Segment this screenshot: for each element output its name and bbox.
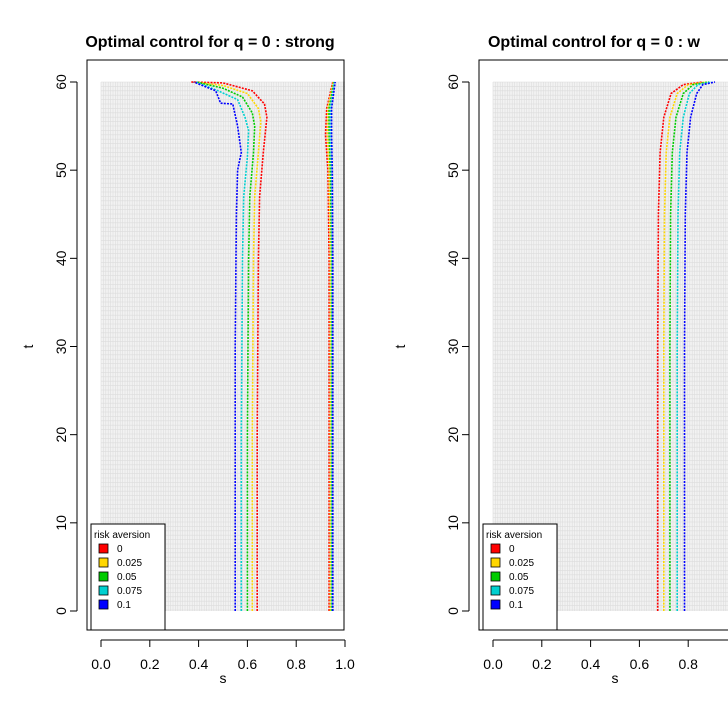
legend-swatch [98,543,109,554]
legend-title: risk aversion [94,530,150,541]
legend-label: 0 [509,544,515,555]
legend-swatch [98,599,109,610]
y-axis-label: t [20,344,36,348]
chart-title: Optimal control for q = 0 : w [488,34,701,51]
legend-label: 0.025 [509,558,534,569]
series-0.05 [196,81,335,611]
legend-box [90,523,166,631]
legend-swatch [490,585,501,596]
y-tick-label: 30 [445,339,461,355]
series-line-right-boundary [324,81,334,611]
x-tick-label: 1.0 [335,656,355,672]
legend-label: 0 [117,544,123,555]
series-line-right-boundary [330,81,336,611]
y-tick-label: 10 [53,515,69,531]
legend-swatch [98,571,109,582]
chart-title: Optimal control for q = 0 : strong [85,34,334,51]
x-tick-label: 0.8 [678,656,698,672]
series-0.05 [669,81,710,611]
x-tick-label: 0.8 [286,656,306,672]
y-tick-label: 20 [445,427,461,443]
series-0 [191,81,334,611]
legend-label: 0.075 [117,586,142,597]
legend-title: risk aversion [486,530,542,541]
grid-lines [492,81,728,611]
x-tick-label: 0.0 [483,656,503,672]
y-tick-label: 50 [53,162,69,178]
legend-label: 0.075 [509,586,534,597]
x-tick-label: 0.0 [91,656,111,672]
legend-swatch [98,557,109,568]
legend-swatch [490,571,501,582]
plot-frame [86,59,345,631]
x-tick-label: 0.6 [630,656,650,672]
y-tick-label: 50 [445,162,461,178]
legend-label: 0.025 [117,558,142,569]
legend: risk aversion 0 0.025 0.05 0.075 0.1 [90,523,166,631]
y-tick-label: 60 [445,74,461,90]
y-tick-label: 0 [53,607,69,615]
series-line-left-boundary [683,81,716,611]
legend-label: 0.05 [117,572,137,583]
y-tick-label: 40 [445,250,461,266]
chart-panel-2: Optimal control for q = 0 : w 0.0 0.2 0.4 0.… [392,34,728,686]
plot-frame [478,59,728,631]
series-line-right-boundary [326,81,335,611]
x-tick-label: 0.2 [140,656,160,672]
series-line-right-boundary [329,81,336,611]
series-0.025 [193,81,335,611]
y-tick-label: 0 [445,607,461,615]
series-line-left-boundary [656,81,703,611]
figure-root: Optimal control for q = 0 : strong 0.0 0.2… [20,34,728,686]
x-tick-label: 0.6 [238,656,258,672]
y-tick-label: 30 [53,339,69,355]
legend: risk aversion 0 0.025 0.05 0.075 0.1 [482,523,558,631]
series-line-left-boundary [196,81,256,611]
series-line-left-boundary [195,81,250,611]
x-tick-label: 0.4 [189,656,209,672]
series-0.075 [195,81,336,611]
legend-swatch [490,599,501,610]
series-line-left-boundary [676,81,712,611]
grid-lines [100,81,345,611]
series-0 [656,81,703,611]
series-line-left-boundary [669,81,710,611]
series-0.075 [676,81,712,611]
legend-swatch [98,585,109,596]
x-tick-label: 0.4 [581,656,601,672]
y-tick-label: 60 [53,74,69,90]
series-line-left-boundary [193,81,243,611]
x-tick-label: 0.2 [532,656,552,672]
y-tick-label: 40 [53,250,69,266]
legend-label: 0.1 [509,600,523,611]
y-axis-label: t [392,344,408,348]
chart-panel-1: Optimal control for q = 0 : strong 0.0 0.2… [20,34,355,686]
series-line-left-boundary [193,81,262,611]
y-tick-label: 10 [445,515,461,531]
series-line-left-boundary [663,81,707,611]
x-axis-label: s [612,670,619,686]
legend-swatch [490,543,501,554]
legend-label: 0.05 [509,572,529,583]
series-0.1 [683,81,716,611]
series-0.025 [663,81,707,611]
x-axis-label: s [220,670,227,686]
series-0.1 [193,81,336,611]
legend-swatch [490,557,501,568]
series-line-right-boundary [328,81,335,611]
y-tick-label: 20 [53,427,69,443]
legend-label: 0.1 [117,600,131,611]
